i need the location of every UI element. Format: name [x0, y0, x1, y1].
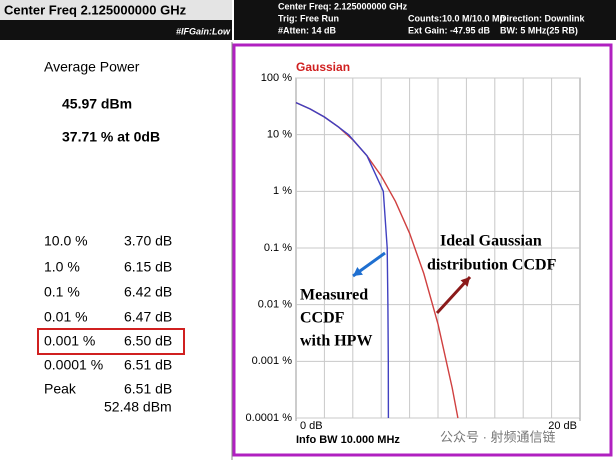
annotation: distribution CCDF — [427, 257, 557, 274]
row-value: 6.50 dB — [124, 333, 172, 349]
annotation: Measured — [300, 287, 368, 304]
header-title: Center Freq 2.125000000 GHz — [4, 2, 187, 17]
y-tick-label: 1 % — [273, 185, 292, 197]
annotation: with HPW — [300, 333, 372, 350]
stats-table: 10.0 % 3.70 dB 1.0 % 6.15 dB 0.1 % 6.42 dB 0.0… — [44, 233, 172, 397]
chart-title: Gaussian — [296, 60, 350, 74]
y-tick-label: 0.01 % — [258, 299, 292, 311]
row-label: 0.01 % — [44, 309, 88, 325]
plot: 100 % 10 % 1 % 0.1 % 0.01 % 0.001 % 0.0001 % 0 … — [246, 60, 581, 446]
row-value: 3.70 dB — [124, 233, 172, 249]
row-value: 6.51 dB — [124, 381, 172, 397]
trig: Trig: Free Run — [278, 13, 339, 23]
header-left — [0, 0, 232, 20]
annotation: Ideal Gaussian — [440, 233, 542, 250]
x-axis-label: Info BW 10.000 MHz — [296, 434, 400, 446]
y-tick-label: 10 % — [267, 129, 292, 141]
row-label: 0.1 % — [44, 284, 80, 300]
bw: BW: 5 MHz(25 RB) — [500, 25, 578, 35]
ext-gain: Ext Gain: -47.95 dB — [408, 25, 491, 35]
row-value: 6.42 dB — [124, 284, 172, 300]
row-value: 6.47 dB — [124, 309, 172, 325]
row-label: 10.0 % — [44, 233, 88, 249]
avg-power: 45.97 dBm — [62, 96, 132, 112]
ccdf-line — [295, 101, 390, 419]
y-tick-label: 100 % — [261, 72, 292, 84]
peak-power: 52.48 dBm — [104, 399, 172, 415]
header-right — [234, 0, 616, 40]
panel-heading: Average Power — [44, 59, 140, 75]
direction: Direction: Downlink — [500, 13, 585, 23]
watermark: 公众号 · 射频通信链 — [440, 429, 556, 444]
row-label: 0.0001 % — [44, 357, 103, 373]
row-label: Peak — [44, 381, 77, 397]
counts: Counts:10.0 M/10.0 Mp — [408, 13, 506, 23]
annotation: CCDF — [300, 310, 345, 327]
header-left-bar — [0, 20, 232, 40]
arrow-head — [460, 277, 470, 287]
row-label: 0.001 % — [44, 333, 95, 349]
row-value: 6.15 dB — [124, 259, 172, 275]
y-tick-label: 0.001 % — [252, 355, 293, 367]
arrow-head — [353, 266, 363, 276]
y-tick-label: 0.1 % — [264, 242, 292, 254]
y-tick-label: 0.0001 % — [246, 412, 293, 424]
center-freq: Center Freq: 2.125000000 GHz — [278, 1, 408, 11]
row-label: 1.0 % — [44, 259, 80, 275]
x-tick-label: 20 dB — [548, 420, 577, 432]
at-0db: 37.71 % at 0dB — [62, 129, 160, 145]
highlight-box — [37, 328, 185, 355]
x-tick-label: 0 dB — [300, 420, 323, 432]
if-gain: #IFGain:Low — [176, 26, 231, 36]
row-value: 6.51 dB — [124, 357, 172, 373]
atten: #Atten: 14 dB — [278, 25, 337, 35]
